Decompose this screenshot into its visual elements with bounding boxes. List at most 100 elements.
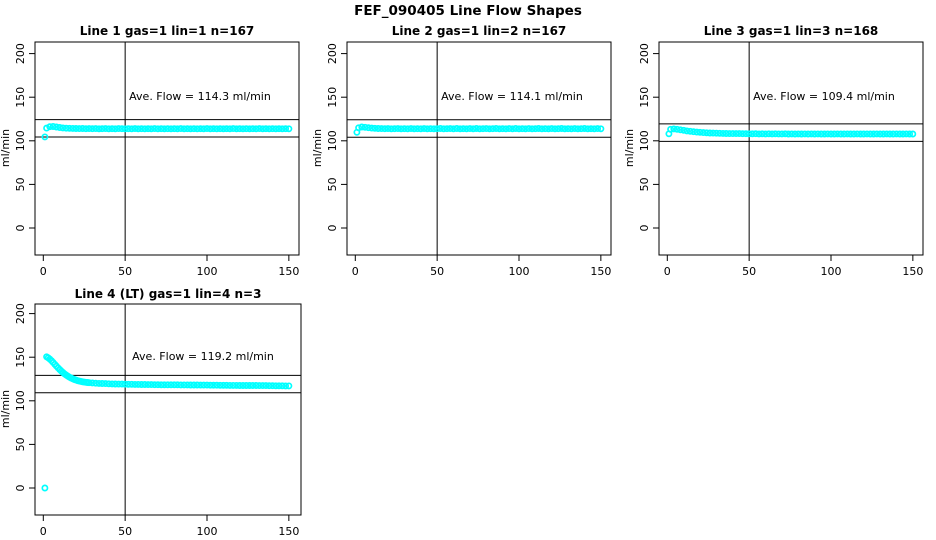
data-point [183,125,191,133]
data-point [75,125,83,133]
data-point [239,125,247,133]
data-point [138,125,145,133]
data-point [219,381,227,389]
data-point [466,125,474,133]
data-point [404,125,412,133]
data-point [807,130,815,138]
data-points [665,125,917,138]
data-point [203,125,211,133]
data-point [909,130,917,138]
data-point [259,125,267,133]
y-tick-label: 0 [14,485,27,492]
data-point [226,381,234,389]
data-point [41,484,49,492]
plot-box [346,41,612,256]
data-point [499,125,507,133]
panel-3-title: Line 3 gas=1 lin=3 n=168 [704,24,879,38]
data-point [745,130,753,138]
data-point [102,380,109,388]
data-point [174,125,181,133]
data-point [512,125,520,132]
data-point [216,381,224,389]
data-point [778,130,786,138]
x-tick-label: 100 [197,265,218,278]
data-point [765,130,773,138]
data-point [121,125,129,133]
data-point [758,130,766,138]
data-point [233,381,240,389]
y-tick-label: 200 [14,303,27,324]
data-point [371,124,379,132]
data-point [893,130,900,138]
data-point [590,125,598,133]
panel-line-3: Line 3 gas=1 lin=3 n=168 Ave. Flow = 109… [623,24,924,278]
data-point [128,125,136,133]
data-point [216,125,224,133]
data-point [255,382,263,390]
data-point [98,380,106,387]
data-point [187,125,195,133]
panel-1-plot-area: 0 50 100 150 0 50 100 150 200 [14,41,300,278]
data-point [791,130,799,138]
data-point [124,125,132,133]
data-point [561,125,569,133]
data-point [706,129,714,137]
data-point [762,130,769,138]
data-point [147,125,155,133]
data-point [239,382,247,389]
data-point [548,125,556,133]
data-point [79,125,87,132]
data-point [577,125,585,133]
data-point [236,125,244,133]
x-tick-label: 0 [40,265,47,278]
data-point [187,381,195,389]
data-point [282,382,290,390]
data-point [739,130,747,138]
data-point [397,125,405,133]
data-point [183,381,191,389]
data-point [118,380,126,388]
data-point [690,128,697,136]
data-point [151,381,159,389]
data-point [414,125,421,133]
data-point [505,125,513,133]
data-point [141,381,149,388]
data-point [857,130,864,138]
data-point [95,379,103,387]
y-tick-label: 100 [326,130,339,151]
data-point [531,125,539,133]
data-point [472,125,480,132]
data-point [246,125,254,133]
y-tick-label: 150 [14,87,27,108]
data-point [368,124,376,132]
data-point [282,125,290,133]
data-point [41,133,49,141]
data-point [151,125,159,133]
data-point [479,125,487,133]
data-point [712,129,720,137]
data-point [853,130,861,138]
data-point [66,124,73,132]
data-point [587,125,595,133]
data-point [571,125,579,133]
data-point [673,125,681,133]
data-point [88,125,96,133]
y-tick-label: 150 [326,87,339,108]
data-point [469,125,477,133]
data-point [46,123,54,131]
plot-box [34,41,300,256]
data-point [121,380,129,388]
y-tick-label: 150 [638,87,651,108]
data-point [837,130,845,138]
data-point [134,380,142,388]
data-point [801,130,809,138]
x-tick-label: 0 [352,265,359,278]
data-point [551,125,559,133]
data-point [873,130,881,138]
data-point [748,130,756,138]
panel-line-1: Line 1 gas=1 lin=1 n=167 Ave. Flow = 114… [0,24,300,278]
data-point [190,125,198,133]
data-point [696,128,704,136]
data-point [141,125,149,133]
panel-4-title: Line 4 (LT) gas=1 lin=4 n=3 [75,287,262,301]
